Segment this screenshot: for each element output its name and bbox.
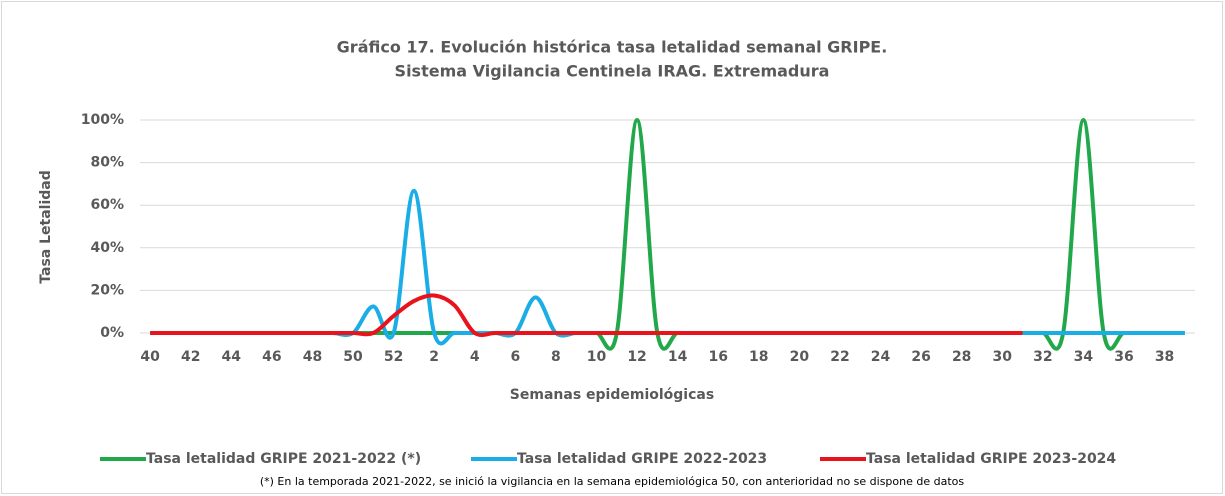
x-tick-label: 40 bbox=[140, 349, 160, 365]
x-tick-label: 26 bbox=[911, 349, 930, 365]
x-tick-label: 2 bbox=[429, 349, 439, 365]
x-tick-label: 46 bbox=[262, 349, 281, 365]
x-tick-label: 50 bbox=[343, 349, 363, 365]
y-tick-label: 60% bbox=[90, 197, 124, 213]
x-tick-label: 22 bbox=[830, 349, 849, 365]
x-tick-label: 8 bbox=[551, 349, 561, 365]
x-tick-label: 28 bbox=[952, 349, 971, 365]
x-tick-label: 18 bbox=[749, 349, 768, 365]
x-tick-label: 44 bbox=[222, 349, 242, 365]
legend-label: Tasa letalidad GRIPE 2021-2022 (*) bbox=[146, 451, 421, 467]
x-tick-label: 34 bbox=[1074, 349, 1094, 365]
x-tick-label: 14 bbox=[668, 349, 688, 365]
x-axis-label: Semanas epidemiológicas bbox=[510, 387, 714, 403]
x-tick-label: 42 bbox=[181, 349, 200, 365]
chart-title: Sistema Vigilancia Centinela IRAG. Extre… bbox=[395, 62, 830, 81]
x-tick-label: 38 bbox=[1155, 349, 1174, 365]
y-tick-label: 80% bbox=[90, 155, 124, 171]
x-tick-label: 48 bbox=[303, 349, 322, 365]
x-tick-label: 6 bbox=[510, 349, 520, 365]
x-tick-label: 10 bbox=[587, 349, 607, 365]
y-tick-label: 0% bbox=[100, 325, 124, 341]
x-tick-label: 12 bbox=[627, 349, 646, 365]
x-tick-label: 36 bbox=[1114, 349, 1133, 365]
y-tick-label: 100% bbox=[81, 112, 124, 128]
x-tick-label: 16 bbox=[708, 349, 727, 365]
footnote: (*) En la temporada 2021-2022, se inició… bbox=[260, 475, 965, 488]
y-tick-label: 20% bbox=[90, 282, 124, 298]
legend-label: Tasa letalidad GRIPE 2023-2024 bbox=[866, 451, 1116, 467]
y-axis-label: Tasa Letalidad bbox=[38, 170, 54, 284]
x-tick-label: 32 bbox=[1033, 349, 1052, 365]
y-tick-label: 40% bbox=[90, 240, 124, 256]
chart-title: Gráfico 17. Evolución histórica tasa let… bbox=[337, 38, 888, 57]
x-tick-label: 20 bbox=[790, 349, 810, 365]
x-tick-label: 4 bbox=[470, 349, 480, 365]
x-tick-label: 24 bbox=[871, 349, 891, 365]
x-tick-label: 52 bbox=[384, 349, 403, 365]
series-line bbox=[150, 293, 1023, 338]
x-tick-label: 30 bbox=[993, 349, 1013, 365]
legend-label: Tasa letalidad GRIPE 2022-2023 bbox=[517, 451, 767, 467]
